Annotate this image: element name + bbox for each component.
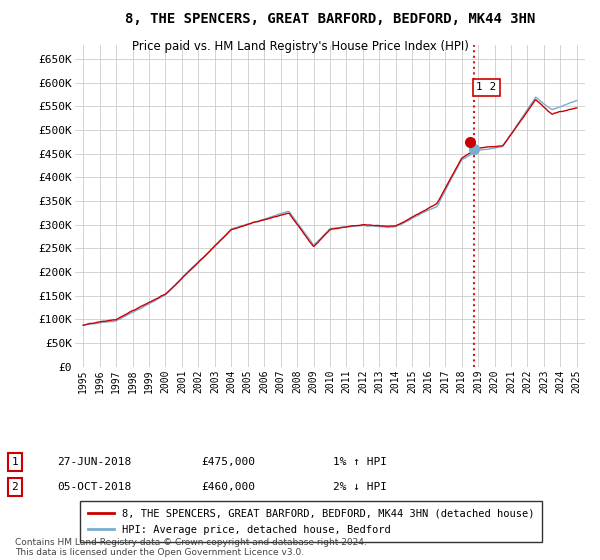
- Text: 27-JUN-2018: 27-JUN-2018: [57, 457, 131, 467]
- Text: £475,000: £475,000: [201, 457, 255, 467]
- Text: 05-OCT-2018: 05-OCT-2018: [57, 482, 131, 492]
- Title: 8, THE SPENCERS, GREAT BARFORD, BEDFORD, MK44 3HN: 8, THE SPENCERS, GREAT BARFORD, BEDFORD,…: [125, 12, 535, 26]
- Text: 2: 2: [11, 482, 19, 492]
- Text: 1% ↑ HPI: 1% ↑ HPI: [333, 457, 387, 467]
- Text: Contains HM Land Registry data © Crown copyright and database right 2024.
This d: Contains HM Land Registry data © Crown c…: [15, 538, 367, 557]
- Legend: 8, THE SPENCERS, GREAT BARFORD, BEDFORD, MK44 3HN (detached house), HPI: Average: 8, THE SPENCERS, GREAT BARFORD, BEDFORD,…: [80, 501, 542, 542]
- Text: 2% ↓ HPI: 2% ↓ HPI: [333, 482, 387, 492]
- Text: £460,000: £460,000: [201, 482, 255, 492]
- Text: 1 2: 1 2: [476, 82, 497, 92]
- Text: Price paid vs. HM Land Registry's House Price Index (HPI): Price paid vs. HM Land Registry's House …: [131, 40, 469, 53]
- Text: 1: 1: [11, 457, 19, 467]
